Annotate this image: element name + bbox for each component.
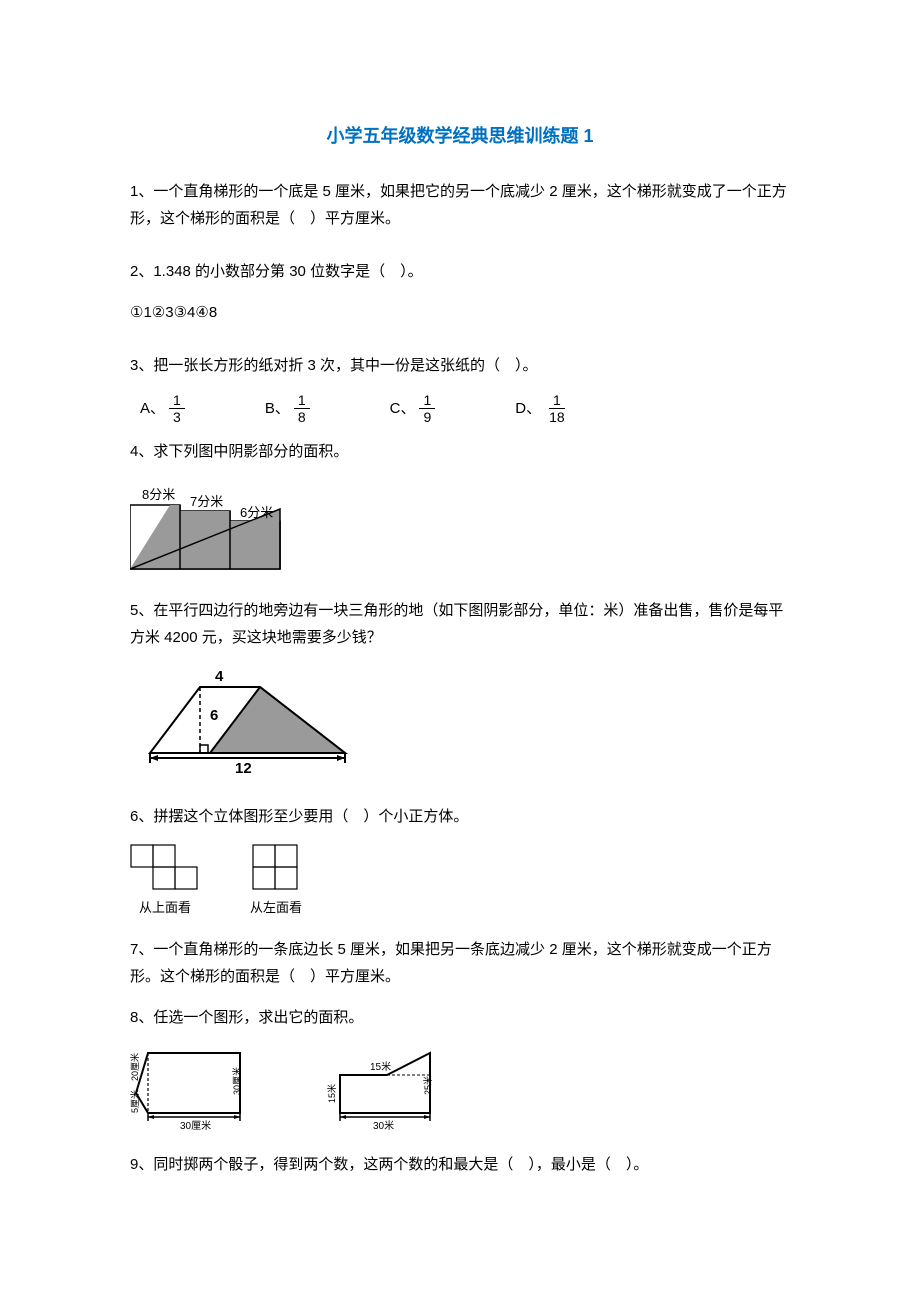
- fraction-den: 8: [294, 409, 310, 424]
- question-9: 9、同时掷两个骰子，得到两个数，这两个数的和最大是（ ），最小是（ ）。: [130, 1151, 790, 1178]
- fraction-d: 1 18: [545, 393, 569, 424]
- option-c: C、 1 9: [390, 393, 436, 424]
- q8-fig2-svg: 15米 15米 25米 30米: [325, 1045, 460, 1135]
- option-a: A、 1 3: [140, 393, 185, 424]
- q5-bottom-label: 12: [235, 760, 252, 777]
- q8-f1-r: 30厘米: [231, 1067, 242, 1095]
- option-d-label: D、: [515, 395, 541, 422]
- fraction-den: 9: [419, 409, 435, 424]
- fraction-num: 1: [169, 393, 185, 409]
- q6-left-label: 从左面看: [250, 896, 302, 919]
- figure-q5: 4 6 12: [130, 665, 790, 789]
- figure-q8: 20厘米 5厘米 30厘米 30厘米 15米 15米 25米 30米: [130, 1045, 790, 1135]
- fraction-a: 1 3: [169, 393, 185, 424]
- question-1: 1、一个直角梯形的一个底是 5 厘米，如果把它的另一个底减少 2 厘米，这个梯形…: [130, 178, 790, 232]
- fraction-den: 18: [545, 409, 569, 424]
- fraction-c: 1 9: [419, 393, 435, 424]
- question-6: 6、拼摆这个立体图形至少要用（ ）个小正方体。: [130, 803, 790, 830]
- option-c-label: C、: [390, 395, 416, 422]
- option-b: B、 1 8: [265, 393, 310, 424]
- question-8: 8、任选一个图形，求出它的面积。: [130, 1004, 790, 1031]
- q6-left-view: 从左面看: [250, 844, 302, 919]
- fraction-num: 1: [294, 393, 310, 409]
- option-d: D、 1 18: [515, 393, 568, 424]
- q4-label-3: 6分米: [240, 505, 273, 520]
- fraction-b: 1 8: [294, 393, 310, 424]
- page-title: 小学五年级数学经典思维训练题 1: [130, 120, 790, 152]
- q4-label-2: 7分米: [190, 494, 223, 509]
- q8-f2-l: 15米: [326, 1084, 337, 1103]
- q8-fig1-svg: 20厘米 5厘米 30厘米 30厘米: [130, 1045, 265, 1135]
- question-2-options: ①1②3③4④8: [130, 299, 790, 326]
- q6-top-label: 从上面看: [139, 896, 191, 919]
- fraction-num: 1: [549, 393, 565, 409]
- question-5: 5、在平行四边行的地旁边有一块三角形的地（如下图阴影部分，单位：米）准备出售，售…: [130, 597, 790, 651]
- q8-f2-r: 25米: [422, 1076, 433, 1095]
- q4-label-1: 8分米: [142, 487, 175, 502]
- q6-top-svg: [130, 844, 200, 890]
- option-b-label: B、: [265, 395, 290, 422]
- q8-f2-b: 30米: [373, 1119, 394, 1132]
- figure-q6: 从上面看 从左面看: [130, 844, 790, 919]
- question-3-options: A、 1 3 B、 1 8 C、 1 9 D、 1 18: [140, 393, 790, 424]
- q8-f1-lt: 20厘米: [130, 1053, 140, 1081]
- q6-left-svg: [252, 844, 300, 890]
- fraction-den: 3: [169, 409, 185, 424]
- q5-height-label: 6: [210, 707, 218, 724]
- q8-f2-t: 15米: [370, 1060, 391, 1073]
- q5-svg: 4 6 12: [130, 665, 360, 780]
- question-3: 3、把一张长方形的纸对折 3 次，其中一份是这张纸的（ ）。: [130, 352, 790, 379]
- q5-top-label: 4: [215, 668, 224, 685]
- figure-q4: 8分米 7分米 6分米: [130, 479, 790, 583]
- question-2: 2、1.348 的小数部分第 30 位数字是（ ）。: [130, 258, 790, 285]
- question-4: 4、求下列图中阴影部分的面积。: [130, 438, 790, 465]
- question-7: 7、一个直角梯形的一条底边长 5 厘米，如果把另一条底边减少 2 厘米，这个梯形…: [130, 936, 790, 990]
- fraction-num: 1: [419, 393, 435, 409]
- q4-svg: 8分米 7分米 6分米: [130, 479, 300, 574]
- q8-f1-lb: 5厘米: [130, 1090, 140, 1113]
- q6-top-view: 从上面看: [130, 844, 200, 919]
- q8-f1-b: 30厘米: [180, 1119, 211, 1132]
- option-a-label: A、: [140, 395, 165, 422]
